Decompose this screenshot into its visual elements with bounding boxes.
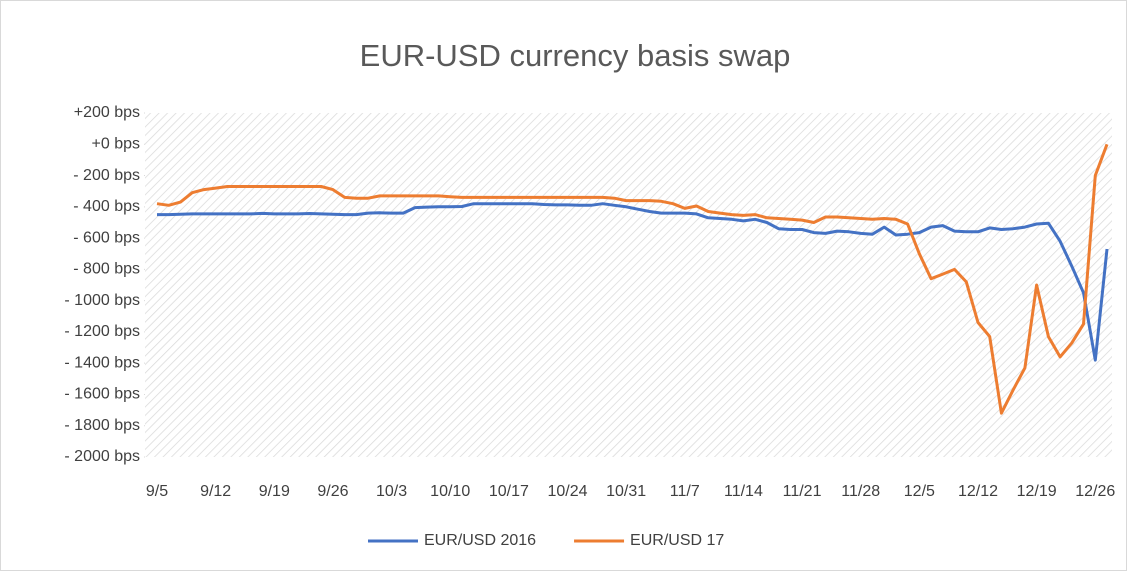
y-tick-label: - 1000 bps <box>64 292 140 309</box>
y-tick-label: +200 bps <box>74 104 140 121</box>
y-tick-label: - 2000 bps <box>64 448 140 465</box>
plot-area <box>145 113 1112 457</box>
x-tick-label: 12/19 <box>1017 483 1057 500</box>
legend-label: EUR/USD 17 <box>630 532 724 549</box>
x-tick-label: 10/24 <box>547 483 587 500</box>
x-tick-label: 11/14 <box>724 483 763 500</box>
x-tick-label: 9/19 <box>259 483 290 500</box>
x-tick-label: 10/10 <box>430 483 470 500</box>
x-tick-label: 11/21 <box>783 483 822 500</box>
y-tick-label: - 600 bps <box>73 229 140 246</box>
series-line <box>156 143 1109 415</box>
x-tick-label: 10/17 <box>489 483 529 500</box>
series-line <box>157 202 1109 362</box>
y-tick-label: - 800 bps <box>73 261 140 278</box>
chart-title: EUR-USD currency basis swap <box>360 38 791 73</box>
y-tick-label: - 400 bps <box>73 198 140 215</box>
y-tick-label: - 200 bps <box>73 167 140 184</box>
x-tick-label: 11/7 <box>670 483 700 500</box>
y-tick-label: - 1400 bps <box>64 354 140 371</box>
y-tick-label: - 1800 bps <box>64 417 140 434</box>
x-tick-label: 10/31 <box>606 483 646 500</box>
x-tick-label: 12/5 <box>904 483 935 500</box>
y-tick-label: +0 bps <box>92 135 140 152</box>
x-tick-label: 12/12 <box>958 483 998 500</box>
y-tick-label: - 1600 bps <box>64 386 140 403</box>
x-tick-label: 9/5 <box>146 483 168 500</box>
x-tick-label: 12/26 <box>1075 483 1115 500</box>
x-tick-label: 10/3 <box>376 483 407 500</box>
legend-label: EUR/USD 2016 <box>424 532 536 549</box>
x-tick-label: 11/28 <box>841 483 880 500</box>
y-tick-label: - 1200 bps <box>64 323 140 340</box>
x-tick-label: 9/26 <box>317 483 348 500</box>
x-tick-label: 9/12 <box>200 483 231 500</box>
